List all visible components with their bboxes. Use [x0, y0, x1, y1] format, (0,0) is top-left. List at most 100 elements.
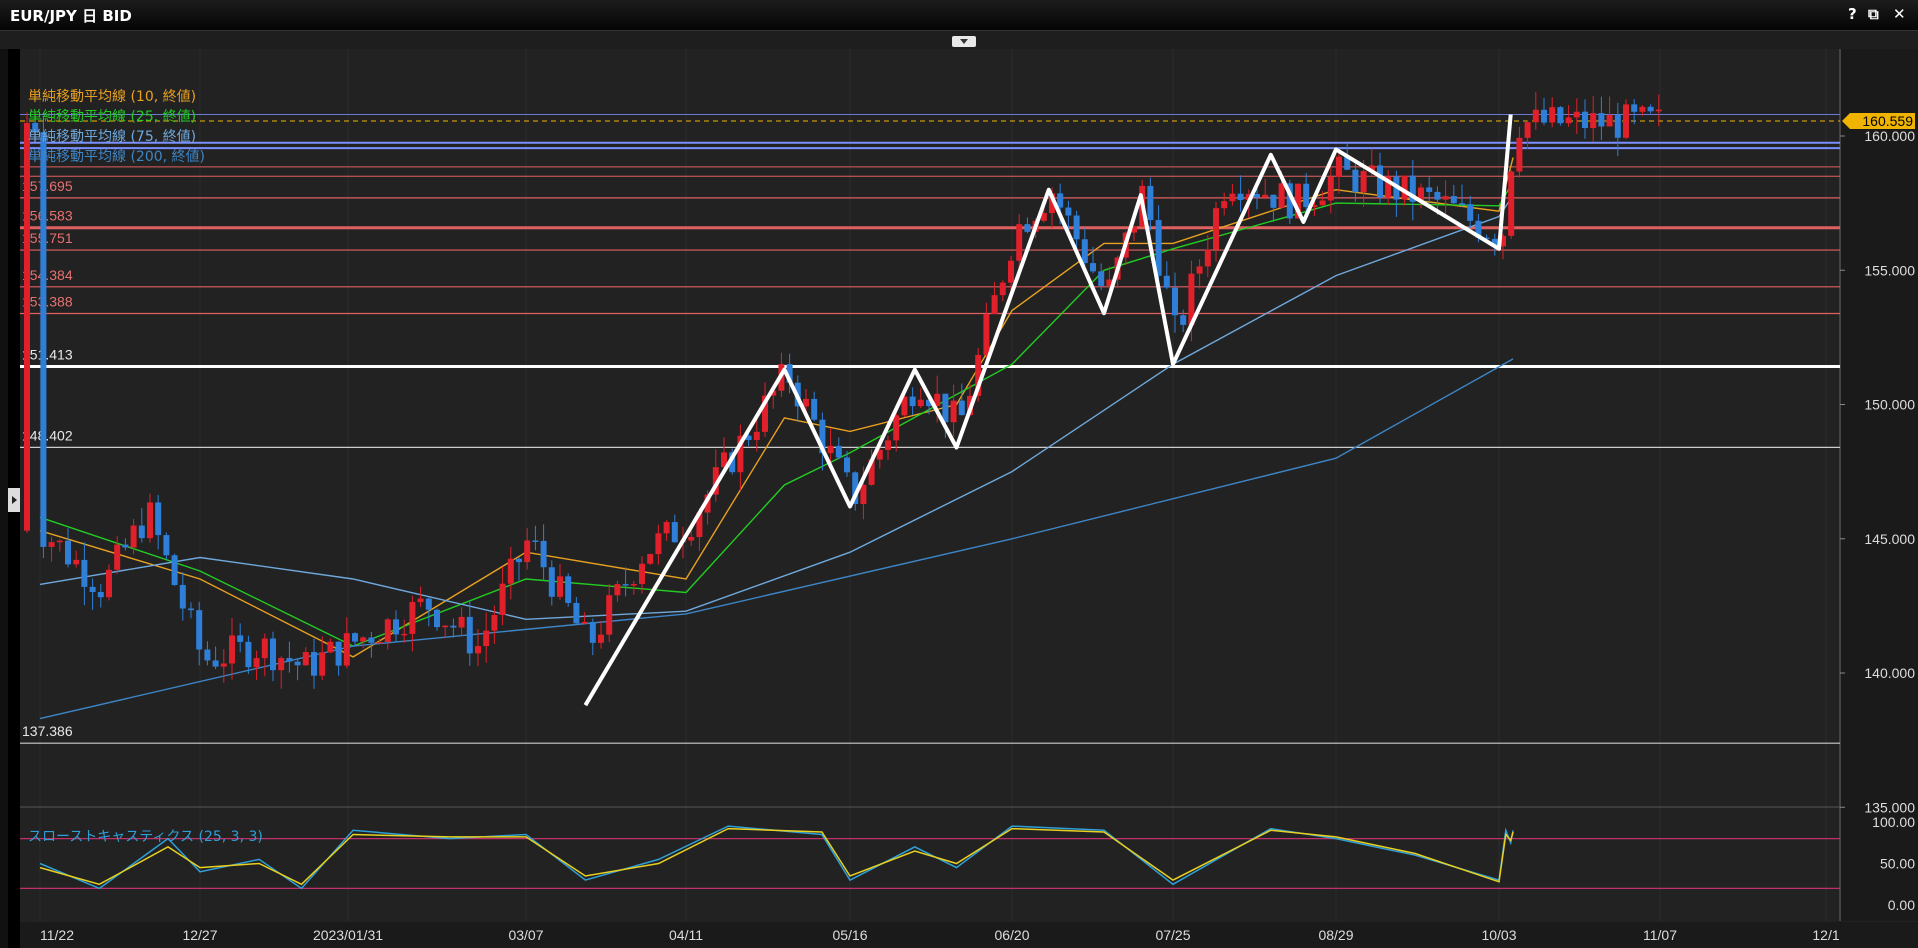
current-price-tag: 160.559 — [1842, 112, 1915, 129]
title-bar: EUR/JPY 日 BID ? ⧉ ✕ — [0, 0, 1918, 31]
candle-body — [581, 621, 588, 624]
candle-body — [229, 635, 235, 664]
close-button[interactable]: ✕ — [1893, 5, 1906, 23]
candle-body — [1278, 183, 1285, 208]
stoch-line-0 — [39, 825, 1514, 890]
candle-body — [1459, 203, 1465, 205]
candle-body — [1254, 194, 1260, 198]
trendline — [583, 114, 1513, 707]
candle-body — [614, 584, 621, 596]
side-panel-toggle[interactable] — [8, 488, 20, 512]
y-tick-label: 160.000 — [1864, 128, 1915, 144]
x-tick-label: 05/16 — [832, 927, 867, 943]
candle-body — [24, 122, 30, 531]
candle-body — [901, 396, 908, 416]
x-tick-label: 10/03 — [1481, 927, 1516, 943]
candle-body — [876, 449, 883, 460]
candle-body — [753, 431, 760, 440]
y-tick-label: 155.000 — [1864, 262, 1915, 278]
candle-body — [212, 660, 219, 667]
candle-body — [81, 559, 88, 587]
candle-body — [1286, 183, 1293, 219]
candle-body — [671, 522, 678, 543]
candle-body — [1491, 238, 1498, 247]
ma-line-2 — [39, 194, 1514, 621]
y-tick-label: 150.000 — [1864, 397, 1915, 413]
candle-body — [1180, 315, 1187, 325]
candle-body — [540, 540, 547, 568]
candle-body — [245, 641, 252, 668]
candle-body — [294, 661, 301, 666]
candle-body — [1532, 109, 1539, 123]
candle-body — [573, 602, 580, 624]
candle-body — [704, 494, 711, 513]
level-label: 155.751 — [22, 230, 73, 246]
x-tick-label: 06/20 — [994, 927, 1029, 943]
candle-body — [237, 635, 244, 642]
candle-body — [868, 459, 875, 485]
candle-body — [188, 608, 194, 611]
collapse-toggle-button[interactable] — [952, 36, 976, 47]
level-label: 157.695 — [22, 178, 73, 194]
candle-body — [786, 364, 793, 383]
candle-body — [1155, 220, 1162, 276]
help-button[interactable]: ? — [1848, 5, 1857, 23]
candle-body — [56, 540, 63, 543]
candle-body — [155, 502, 162, 536]
candle-body — [1409, 175, 1416, 202]
candle-body — [622, 584, 629, 586]
candle-body — [926, 399, 932, 407]
level-label: 148.402 — [22, 427, 73, 443]
candle-body — [1049, 193, 1055, 214]
candle-body — [122, 544, 129, 548]
candle-body — [835, 445, 842, 458]
candle-body — [458, 616, 465, 628]
candle-body — [163, 535, 170, 556]
candle-body — [220, 663, 227, 667]
candle-body — [1606, 114, 1613, 127]
candle-body — [1377, 165, 1383, 198]
candle-body — [106, 569, 112, 598]
candle-body — [950, 400, 957, 423]
candle-body — [934, 393, 941, 407]
restore-button[interactable]: ⧉ — [1868, 5, 1879, 23]
candle-body — [286, 658, 293, 662]
candle-body — [1360, 170, 1367, 193]
candle-body — [48, 542, 55, 547]
candle-body — [844, 457, 850, 473]
candle-body — [1524, 122, 1531, 138]
x-tick-label: 11/07 — [1643, 927, 1677, 943]
candle-body — [483, 630, 490, 647]
candle-body — [745, 435, 752, 440]
legend-ma200: 単純移動平均線 (200, 終値) — [28, 149, 205, 165]
candle-body — [1106, 279, 1113, 286]
candle-body — [1450, 196, 1457, 204]
candle-body — [942, 393, 949, 423]
candle-body — [32, 122, 39, 133]
candle-body — [97, 592, 104, 598]
current-price-label: 160.559 — [1862, 113, 1913, 129]
candle-body — [1163, 275, 1170, 288]
candle-body — [1631, 104, 1638, 112]
candle-body — [958, 400, 965, 416]
candle-body — [1073, 215, 1080, 240]
candle-body — [319, 652, 326, 676]
legend-ma25: 単純移動平均線 (25, 終値) — [28, 109, 197, 125]
candle-body — [1311, 205, 1318, 207]
candle-body — [532, 540, 539, 542]
x-tick-label: 12/1 — [1812, 927, 1839, 943]
candle-body — [598, 634, 604, 643]
candle-body — [1131, 226, 1137, 233]
x-tick-label: 08/29 — [1318, 927, 1353, 943]
candle-body — [1573, 111, 1580, 118]
candle-body — [65, 540, 71, 565]
candle-body — [384, 619, 391, 643]
candle-body — [917, 399, 924, 407]
candle-body — [885, 440, 891, 450]
candle-body — [425, 598, 432, 610]
window-title: EUR/JPY 日 BID — [10, 7, 132, 25]
candle-body — [1565, 117, 1572, 124]
candle-body — [589, 621, 596, 643]
candle-body — [335, 641, 342, 666]
